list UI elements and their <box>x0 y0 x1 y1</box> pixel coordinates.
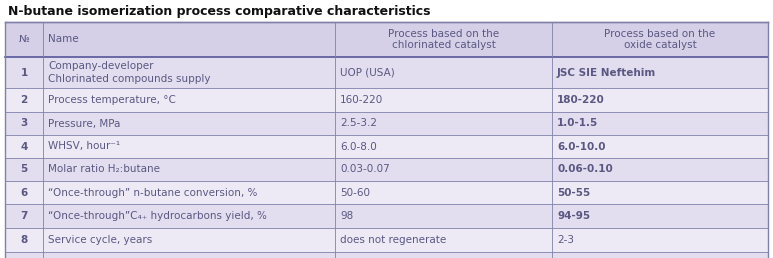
Text: N-butane isomerization process comparative characteristics: N-butane isomerization process comparati… <box>8 5 431 18</box>
Bar <box>5 112 768 135</box>
Bar <box>5 88 768 112</box>
Text: 7: 7 <box>20 211 28 221</box>
Text: 94-95: 94-95 <box>557 211 590 221</box>
Text: Company-developer: Company-developer <box>48 61 154 71</box>
Text: 160-220: 160-220 <box>340 95 383 105</box>
Text: 5: 5 <box>20 165 28 174</box>
Text: Name: Name <box>48 35 79 44</box>
Text: 180-220: 180-220 <box>557 95 604 105</box>
Bar <box>5 204 768 228</box>
Text: №: № <box>19 35 29 44</box>
Text: 1.0-1.5: 1.0-1.5 <box>557 118 598 128</box>
Text: 1: 1 <box>20 68 28 77</box>
Text: 6: 6 <box>20 188 28 198</box>
Text: 8: 8 <box>20 235 28 245</box>
Bar <box>5 181 768 204</box>
Text: Chlorinated compounds supply: Chlorinated compounds supply <box>48 74 210 84</box>
Text: “Once-through”C₄₊ hydrocarbons yield, %: “Once-through”C₄₊ hydrocarbons yield, % <box>48 211 267 221</box>
Text: 2-3: 2-3 <box>557 235 574 245</box>
Bar <box>5 252 768 258</box>
Text: 3: 3 <box>20 118 28 128</box>
Text: UOP (USA): UOP (USA) <box>340 68 395 77</box>
Text: does not regenerate: does not regenerate <box>340 235 446 245</box>
Text: 50-60: 50-60 <box>340 188 370 198</box>
Text: WHSV, hour⁻¹: WHSV, hour⁻¹ <box>48 141 120 151</box>
Text: 4: 4 <box>20 141 28 151</box>
Text: Process based on the: Process based on the <box>388 29 499 38</box>
Bar <box>5 135 768 158</box>
Text: 6.0-8.0: 6.0-8.0 <box>340 141 376 151</box>
Text: Molar ratio H₂:butane: Molar ratio H₂:butane <box>48 165 160 174</box>
Text: 0.03-0.07: 0.03-0.07 <box>340 165 390 174</box>
Text: 50-55: 50-55 <box>557 188 591 198</box>
Text: 2.5-3.2: 2.5-3.2 <box>340 118 377 128</box>
Text: 0.06-0.10: 0.06-0.10 <box>557 165 613 174</box>
Text: JSC SIE Neftehim: JSC SIE Neftehim <box>557 68 656 77</box>
Text: 98: 98 <box>340 211 353 221</box>
Text: “Once-through” n-butane conversion, %: “Once-through” n-butane conversion, % <box>48 188 257 198</box>
Text: Process temperature, °C: Process temperature, °C <box>48 95 176 105</box>
Bar <box>5 158 768 181</box>
Text: 2: 2 <box>20 95 28 105</box>
Text: chlorinated catalyst: chlorinated catalyst <box>392 41 495 51</box>
Bar <box>5 228 768 252</box>
Text: Service cycle, years: Service cycle, years <box>48 235 152 245</box>
Text: 6.0-10.0: 6.0-10.0 <box>557 141 605 151</box>
Text: oxide catalyst: oxide catalyst <box>624 41 696 51</box>
Text: Pressure, MPa: Pressure, MPa <box>48 118 121 128</box>
Text: Process based on the: Process based on the <box>604 29 716 38</box>
